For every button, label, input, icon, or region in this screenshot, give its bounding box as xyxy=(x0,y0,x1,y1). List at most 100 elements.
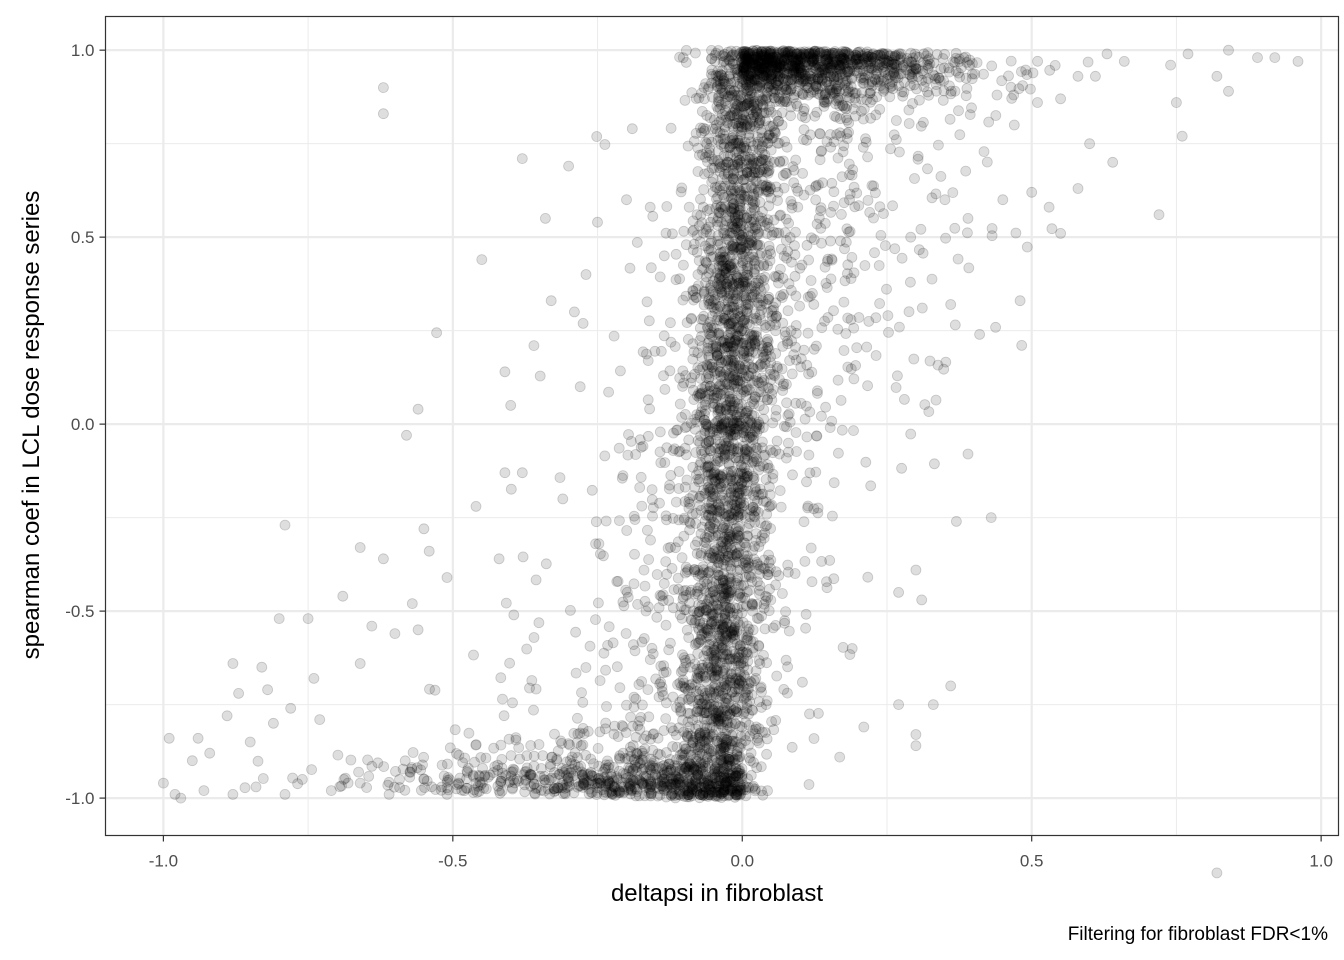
scatter-point xyxy=(682,333,694,345)
scatter-point xyxy=(578,728,590,739)
scatter-point xyxy=(745,216,757,228)
scatter-point xyxy=(966,73,978,85)
scatter-point xyxy=(894,146,905,158)
scatter-point xyxy=(714,504,726,516)
scatter-point xyxy=(761,733,773,745)
scatter-point xyxy=(780,84,792,96)
scatter-point xyxy=(454,772,466,784)
scatter-point xyxy=(906,71,918,83)
scatter-point xyxy=(462,762,474,774)
scatter-point xyxy=(673,446,685,458)
scatter-point xyxy=(354,542,366,553)
scatter-point xyxy=(896,462,907,474)
scatter-point xyxy=(893,587,904,598)
scatter-point xyxy=(719,121,731,133)
scatter-point xyxy=(638,564,650,576)
scatter-point xyxy=(708,786,720,798)
scatter-point xyxy=(441,572,453,583)
scatter-point xyxy=(658,783,669,795)
scatter-point xyxy=(743,70,755,82)
scatter-point xyxy=(636,500,648,512)
scatter-point xyxy=(766,229,778,241)
scatter-point xyxy=(695,209,707,221)
scatter-point xyxy=(505,750,517,761)
scatter-point xyxy=(874,298,885,309)
scatter-point xyxy=(1055,227,1066,239)
scatter-point xyxy=(738,174,749,186)
scatter-point xyxy=(521,750,533,762)
scatter-point xyxy=(508,609,520,621)
scatter-point xyxy=(978,146,990,158)
scatter-point xyxy=(676,182,688,194)
scatter-point xyxy=(763,293,774,305)
scatter-point xyxy=(801,431,813,443)
scatter-point xyxy=(792,201,804,213)
scatter-point xyxy=(786,741,798,753)
scatter-point xyxy=(839,275,851,287)
scatter-point xyxy=(725,185,737,197)
scatter-point xyxy=(690,776,701,788)
scatter-point xyxy=(966,102,977,114)
scatter-point xyxy=(762,785,773,797)
scatter-point xyxy=(505,483,517,495)
scatter-point xyxy=(495,672,507,684)
scatter-point xyxy=(643,711,655,723)
scatter-point xyxy=(861,341,873,353)
scatter-point xyxy=(909,173,920,184)
scatter-point xyxy=(817,63,829,75)
scatter-point xyxy=(997,194,1009,206)
scatter-point xyxy=(770,404,782,416)
scatter-point xyxy=(724,68,736,80)
scatter-point xyxy=(825,235,836,247)
scatter-point xyxy=(670,274,682,286)
scatter-point xyxy=(719,88,731,100)
scatter-point xyxy=(500,597,512,609)
scatter-point xyxy=(812,385,823,397)
scatter-point xyxy=(725,760,736,772)
scatter-point xyxy=(626,123,638,135)
scatter-point xyxy=(692,582,704,594)
scatter-point xyxy=(707,91,718,103)
scatter-point xyxy=(627,774,639,786)
scatter-point xyxy=(516,153,528,165)
scatter-point xyxy=(740,554,751,565)
scatter-point xyxy=(777,60,788,72)
scatter-point xyxy=(651,611,663,623)
scatter-point xyxy=(716,276,727,288)
scatter-point xyxy=(831,129,842,140)
scatter-point xyxy=(417,759,428,771)
scatter-point xyxy=(766,394,778,406)
scatter-point xyxy=(659,383,671,395)
scatter-point xyxy=(805,290,816,302)
scatter-point xyxy=(773,570,785,581)
scatter-point xyxy=(399,784,411,796)
scatter-point xyxy=(777,588,788,599)
scatter-point xyxy=(783,446,794,458)
scatter-point xyxy=(438,770,450,782)
scatter-point xyxy=(700,763,712,774)
scatter-point xyxy=(389,628,401,639)
scatter-point xyxy=(848,181,860,193)
scatter-point xyxy=(894,321,905,333)
scatter-point xyxy=(734,494,746,506)
scatter-point xyxy=(669,341,681,352)
scatter-point xyxy=(888,59,900,70)
scatter-point xyxy=(862,380,873,392)
scatter-point xyxy=(711,378,722,390)
scatter-point xyxy=(905,231,917,243)
scatter-point xyxy=(651,782,662,794)
scatter-point xyxy=(221,710,233,722)
scatter-point xyxy=(498,710,510,722)
scatter-point xyxy=(262,684,274,696)
scatter-point xyxy=(916,594,928,606)
scatter-point xyxy=(570,667,582,679)
scatter-point xyxy=(598,647,610,659)
scatter-point xyxy=(227,789,239,800)
scatter-point xyxy=(805,542,817,554)
scatter-point xyxy=(676,552,688,563)
scatter-point xyxy=(926,192,938,204)
scatter-point xyxy=(719,772,730,784)
scatter-point xyxy=(760,474,772,485)
scatter-point xyxy=(729,335,741,347)
scatter-point xyxy=(797,167,808,179)
